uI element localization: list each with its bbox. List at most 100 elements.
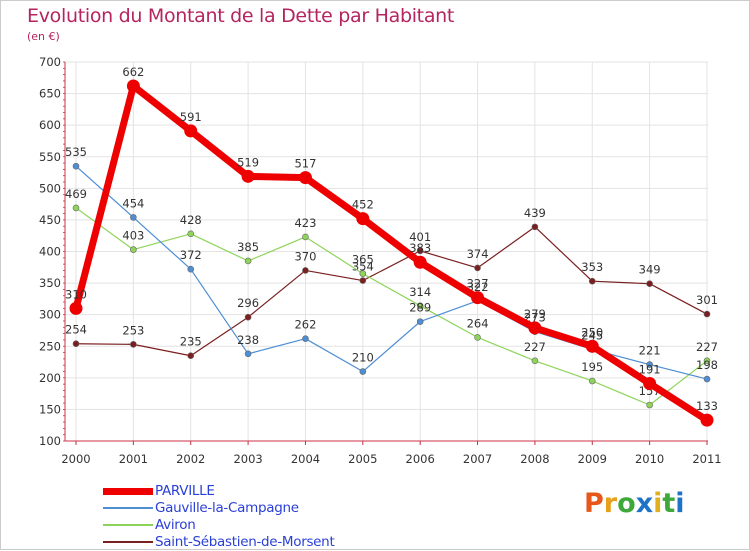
x-tick-label: 2003 (233, 452, 262, 466)
data-point-aviron (531, 357, 539, 365)
data-label-saint-sebastien-de-morsent: 353 (581, 260, 603, 274)
data-label-aviron: 385 (237, 240, 259, 254)
brand-letter: P (584, 488, 604, 519)
data-label-saint-sebastien-de-morsent: 401 (409, 230, 431, 244)
data-point-gauville-la-campagne (72, 162, 80, 170)
data-point-aviron (302, 233, 309, 241)
data-label-gauville-la-campagne: 262 (294, 318, 316, 332)
data-point-saint-sebastien-de-morsent (416, 247, 424, 255)
legend-label: PARVILLE (155, 483, 215, 499)
data-label-gauville-la-campagne: 210 (352, 351, 374, 365)
data-label-parville: 279 (524, 307, 546, 321)
data-point-parville (69, 301, 83, 315)
data-label-parville: 310 (65, 287, 87, 301)
data-label-aviron: 403 (122, 229, 144, 243)
x-tick-label: 2006 (406, 452, 435, 466)
series-line-saint-sebastien-de-morsent (75, 226, 708, 357)
x-tick-label: 2009 (578, 452, 607, 466)
data-point-gauville-la-campagne (416, 318, 424, 325)
data-point-parville (528, 321, 542, 335)
data-point-parville (700, 413, 714, 427)
x-tick-label: 2002 (176, 452, 205, 466)
data-point-parville (643, 377, 657, 391)
series-line-parville (72, 82, 711, 424)
data-point-aviron (646, 401, 653, 409)
series-line-aviron (75, 207, 708, 406)
brand-letter: r (603, 488, 618, 519)
data-point-saint-sebastien-de-morsent (302, 267, 309, 274)
data-label-parville: 662 (122, 65, 144, 79)
y-tick-label: 350 (39, 276, 61, 290)
data-point-parville (356, 212, 370, 226)
x-tick-label: 2011 (692, 452, 721, 466)
legend-swatch (103, 541, 153, 543)
data-point-aviron (130, 246, 137, 253)
brand-letter: t (662, 488, 676, 519)
data-label-saint-sebastien-de-morsent: 374 (467, 247, 489, 261)
chart-title: Evolution du Montant de la Dette par Hab… (27, 5, 455, 27)
data-point-saint-sebastien-de-morsent (359, 277, 367, 284)
data-point-aviron (187, 230, 195, 238)
data-label-aviron: 469 (65, 187, 87, 201)
data-point-aviron (359, 270, 367, 277)
data-label-parville: 327 (467, 277, 489, 291)
data-label-parville: 191 (639, 363, 661, 377)
data-point-aviron (474, 334, 481, 341)
data-point-saint-sebastien-de-morsent (646, 280, 653, 288)
brand-letter: x (635, 488, 654, 519)
data-point-saint-sebastien-de-morsent (72, 340, 80, 348)
x-tick-label: 2010 (635, 452, 664, 466)
legend-swatch (103, 524, 153, 526)
chart-subtitle: (en €) (27, 30, 60, 43)
data-label-saint-sebastien-de-morsent: 296 (237, 296, 259, 310)
data-point-gauville-la-campagne (703, 375, 711, 383)
data-point-saint-sebastien-de-morsent (588, 277, 596, 285)
x-tick-label: 2008 (520, 452, 549, 466)
data-label-aviron: 227 (524, 340, 546, 354)
data-point-parville (126, 79, 140, 93)
data-label-gauville-la-campagne: 372 (180, 248, 202, 262)
data-point-aviron (72, 204, 80, 212)
data-label-aviron: 428 (180, 213, 202, 227)
data-label-gauville-la-campagne: 238 (237, 333, 259, 347)
data-point-parville (241, 169, 255, 183)
legend-label: Aviron (155, 517, 196, 533)
x-tick-label: 2004 (291, 452, 320, 466)
data-label-gauville-la-campagne: 198 (696, 358, 718, 372)
data-label-gauville-la-campagne: 289 (409, 301, 431, 315)
data-point-gauville-la-campagne (302, 335, 309, 342)
data-point-gauville-la-campagne (187, 265, 195, 273)
data-point-saint-sebastien-de-morsent (187, 352, 195, 360)
data-label-saint-sebastien-de-morsent: 235 (180, 335, 202, 349)
data-point-gauville-la-campagne (244, 350, 252, 358)
data-point-aviron (703, 357, 711, 365)
brand-letter: o (617, 488, 636, 519)
y-tick-label: 450 (39, 213, 61, 227)
data-point-parville (585, 339, 599, 353)
data-label-aviron: 314 (409, 285, 431, 299)
data-label-saint-sebastien-de-morsent: 370 (294, 249, 316, 263)
legend-swatch (103, 487, 153, 495)
data-label-saint-sebastien-de-morsent: 254 (65, 323, 87, 337)
data-label-gauville-la-campagne: 454 (122, 196, 144, 210)
data-point-gauville-la-campagne (359, 368, 367, 375)
x-tick-label: 2001 (119, 452, 148, 466)
legend-label: Gauville-la-Campagne (155, 500, 299, 516)
legend-label: Saint-Sébastien-de-Morsent (155, 534, 335, 550)
data-point-saint-sebastien-de-morsent (703, 310, 711, 318)
data-label-aviron: 264 (467, 316, 489, 330)
y-tick-label: 100 (39, 434, 61, 448)
data-point-gauville-la-campagne (646, 361, 653, 368)
data-point-saint-sebastien-de-morsent (531, 223, 539, 231)
data-label-parville: 383 (409, 241, 431, 255)
data-label-parville: 452 (352, 198, 374, 212)
data-point-aviron (244, 257, 252, 265)
brand-letter: i (675, 488, 685, 519)
data-point-parville (184, 124, 198, 138)
data-label-aviron: 227 (696, 340, 718, 354)
data-point-saint-sebastien-de-morsent (474, 264, 481, 272)
y-tick-label: 200 (39, 371, 61, 385)
y-tick-label: 550 (39, 150, 61, 164)
brand-letter: i (653, 488, 663, 519)
legend-swatch (103, 507, 153, 509)
